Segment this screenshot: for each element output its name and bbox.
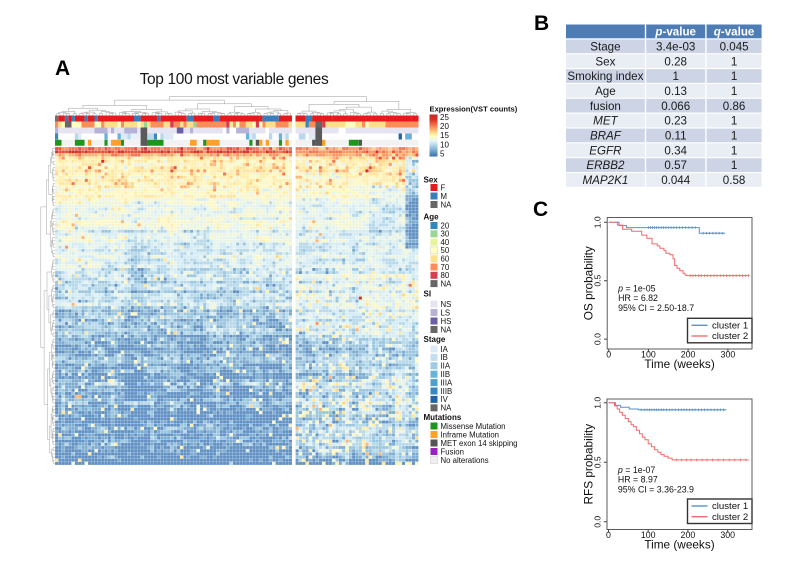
svg-text:80: 80	[441, 271, 450, 280]
svg-text:F: F	[441, 183, 446, 192]
svg-text:5: 5	[440, 150, 445, 159]
svg-text:15: 15	[440, 131, 449, 140]
svg-text:70: 70	[441, 263, 450, 272]
svg-text:Time (weeks): Time (weeks)	[644, 538, 714, 552]
svg-text:HR = 8.97: HR = 8.97	[618, 475, 658, 485]
svg-text:HR = 6.82: HR = 6.82	[618, 293, 658, 303]
svg-text:RFS probability: RFS probability	[582, 424, 596, 505]
svg-text:Inframe Mutation: Inframe Mutation	[441, 430, 500, 439]
svg-text:1: 1	[731, 159, 737, 172]
svg-text:0.58: 0.58	[723, 174, 746, 187]
svg-text:BRAF: BRAF	[590, 130, 622, 143]
svg-text:q-value: q-value	[714, 26, 755, 39]
svg-text:Expression(VST counts): Expression(VST counts)	[430, 105, 518, 114]
svg-text:50: 50	[441, 246, 450, 255]
svg-text:p-value: p-value	[654, 26, 696, 39]
svg-text:MET exon 14 skipping: MET exon 14 skipping	[441, 439, 518, 448]
svg-text:M: M	[441, 192, 448, 201]
svg-text:IIIB: IIIB	[441, 387, 453, 396]
svg-text:300: 300	[721, 350, 736, 360]
svg-text:1: 1	[731, 85, 737, 98]
svg-text:IIA: IIA	[441, 362, 451, 371]
svg-text:Sex: Sex	[595, 55, 615, 68]
svg-text:Sex: Sex	[424, 176, 439, 185]
svg-text:p = 1e-05: p = 1e-05	[617, 283, 656, 293]
svg-text:Smoking index: Smoking index	[567, 70, 643, 83]
svg-text:1.0: 1.0	[593, 397, 603, 409]
svg-text:ERBB2: ERBB2	[586, 159, 625, 172]
svg-text:NA: NA	[441, 279, 453, 288]
svg-text:OS probability: OS probability	[582, 246, 596, 320]
svg-text:200: 200	[681, 350, 696, 360]
svg-text:0.28: 0.28	[664, 55, 687, 68]
svg-text:200: 200	[681, 530, 696, 540]
svg-text:cluster 2: cluster 2	[712, 512, 748, 523]
svg-text:NA: NA	[441, 325, 453, 334]
svg-text:IIIA: IIIA	[441, 378, 453, 387]
svg-text:0.066: 0.066	[661, 100, 690, 113]
svg-text:IB: IB	[441, 353, 448, 362]
svg-text:0: 0	[606, 350, 611, 360]
svg-text:MET: MET	[593, 115, 618, 128]
svg-text:LS: LS	[441, 308, 451, 317]
svg-text:SI: SI	[424, 290, 432, 299]
svg-text:0.57: 0.57	[664, 159, 687, 172]
svg-text:NA: NA	[441, 200, 453, 209]
svg-text:HS: HS	[441, 317, 452, 326]
svg-text:100: 100	[641, 350, 656, 360]
svg-text:0.0: 0.0	[593, 516, 603, 528]
svg-text:Missense Mutation: Missense Mutation	[441, 422, 506, 431]
svg-text:MAP2K1: MAP2K1	[583, 174, 629, 187]
svg-text:fusion: fusion	[590, 100, 621, 113]
svg-text:95% CI = 3.36-23.9: 95% CI = 3.36-23.9	[618, 485, 694, 495]
svg-text:Mutations: Mutations	[424, 413, 462, 422]
svg-text:20: 20	[441, 221, 450, 230]
svg-text:Fusion: Fusion	[441, 447, 464, 456]
svg-text:0.044: 0.044	[661, 174, 691, 187]
svg-text:30: 30	[441, 230, 450, 239]
svg-text:20: 20	[440, 122, 449, 131]
svg-text:1: 1	[731, 144, 737, 157]
svg-text:0: 0	[606, 530, 611, 540]
svg-text:Stage: Stage	[590, 40, 620, 53]
svg-text:0.23: 0.23	[664, 115, 687, 128]
svg-text:p = 1e-07: p = 1e-07	[617, 465, 656, 475]
svg-text:cluster 2: cluster 2	[712, 331, 748, 342]
svg-text:NA: NA	[441, 404, 453, 413]
svg-text:1: 1	[731, 55, 737, 68]
svg-text:0.86: 0.86	[723, 100, 746, 113]
svg-text:IIB: IIB	[441, 370, 451, 379]
svg-text:1: 1	[731, 130, 737, 143]
svg-text:NS: NS	[441, 300, 452, 309]
svg-text:IA: IA	[441, 345, 449, 354]
svg-text:0.045: 0.045	[720, 40, 749, 53]
svg-text:Age: Age	[424, 213, 440, 222]
svg-text:0.13: 0.13	[664, 85, 687, 98]
svg-text:cluster 1: cluster 1	[712, 321, 748, 332]
svg-text:60: 60	[441, 255, 450, 264]
svg-text:Time (weeks): Time (weeks)	[644, 357, 714, 371]
svg-text:25: 25	[440, 113, 449, 122]
svg-text:cluster 1: cluster 1	[712, 501, 748, 512]
svg-text:1: 1	[672, 70, 678, 83]
svg-text:0.0: 0.0	[593, 333, 603, 345]
svg-text:0.11: 0.11	[665, 130, 687, 143]
svg-text:IV: IV	[441, 395, 449, 404]
svg-text:3.4e-03: 3.4e-03	[656, 40, 695, 53]
svg-text:40: 40	[441, 238, 450, 247]
svg-text:95% CI = 2.50-18.7: 95% CI = 2.50-18.7	[618, 303, 694, 313]
svg-text:0.34: 0.34	[664, 144, 687, 157]
svg-text:Age: Age	[595, 85, 616, 98]
svg-text:Stage: Stage	[424, 335, 446, 344]
svg-text:300: 300	[720, 530, 735, 540]
svg-text:1: 1	[731, 70, 737, 83]
svg-text:10: 10	[440, 140, 449, 149]
svg-text:0.5: 0.5	[593, 275, 603, 287]
svg-text:No alterations: No alterations	[441, 456, 489, 465]
svg-text:1.0: 1.0	[593, 216, 603, 228]
svg-text:EGFR: EGFR	[589, 144, 622, 157]
svg-text:1: 1	[731, 115, 737, 128]
svg-text:0.5: 0.5	[593, 456, 603, 468]
svg-text:100: 100	[641, 530, 656, 540]
